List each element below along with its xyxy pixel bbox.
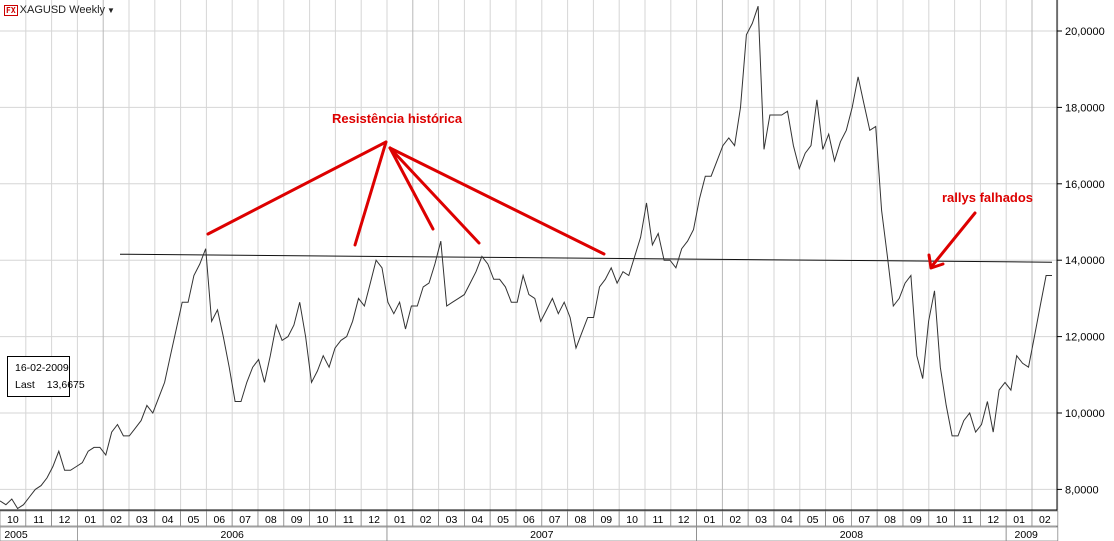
x-tick-label: 01 <box>84 514 96 526</box>
x-tick-label: 12 <box>368 514 380 526</box>
x-axis: 10 11 12 01 02 03 04 05 06 07 08 09 10 11 12 01 02 03 04 05… <box>0 510 1059 541</box>
series-layer <box>0 6 1052 510</box>
x-tick-label: 08 <box>265 514 277 526</box>
grid-layer <box>0 0 1059 510</box>
x-tick-label: 10 <box>317 514 329 526</box>
x-tick-label: 11 <box>343 514 354 526</box>
x-tick-label: 02 <box>729 514 741 526</box>
x-tick-label: 12 <box>59 514 71 526</box>
x-year-label: 2009 <box>1015 529 1039 541</box>
annotation-pointer-line <box>388 146 435 231</box>
annotation-pointer-line <box>206 140 388 236</box>
x-tick-label: 05 <box>807 514 819 526</box>
x-tick-label: 10 <box>626 514 638 526</box>
x-tick-label: 03 <box>755 514 767 526</box>
x-tick-label: 12 <box>987 514 999 526</box>
x-year-label: 2006 <box>221 529 245 541</box>
x-tick-label: 11 <box>652 514 663 526</box>
chart-title-bar[interactable]: FX XAGUSD Weekly ▼ <box>4 3 115 17</box>
x-tick-label: 04 <box>781 514 793 526</box>
fx-icon: FX <box>4 4 18 16</box>
x-tick-label: 02 <box>1039 514 1051 526</box>
x-tick-label: 09 <box>600 514 612 526</box>
x-tick-label: 07 <box>858 514 870 526</box>
y-tick-label: 8,0000 <box>1065 484 1099 496</box>
rallies-annotation-label: rallys falhados <box>942 190 1033 205</box>
x-tick-label: 03 <box>446 514 458 526</box>
x-tick-label: 12 <box>678 514 690 526</box>
info-last-row: Last 13,6675 <box>15 379 85 391</box>
x-tick-label: 02 <box>420 514 432 526</box>
info-last-label: Last <box>15 379 35 391</box>
y-tick-label: 10,0000 <box>1065 408 1105 420</box>
x-tick-label: 08 <box>575 514 587 526</box>
resistance-line <box>119 253 1053 263</box>
x-year-label: 2007 <box>530 529 554 541</box>
x-tick-label: 04 <box>162 514 174 526</box>
x-tick-label: 06 <box>833 514 845 526</box>
annotation-pointer-line <box>388 146 481 245</box>
x-tick-label: 01 <box>394 514 406 526</box>
x-tick-label: 11 <box>962 514 973 526</box>
x-tick-label: 04 <box>471 514 483 526</box>
annotation-pointer-line <box>353 140 388 247</box>
x-tick-label: 01 <box>1013 514 1025 526</box>
x-tick-label: 11 <box>33 514 44 526</box>
x-year-cell <box>1005 526 1059 541</box>
rally-arrow-shaft <box>930 211 977 268</box>
info-last-value: 13,6675 <box>46 379 85 391</box>
y-tick-label: 16,0000 <box>1065 179 1105 191</box>
x-tick-label: 05 <box>188 514 200 526</box>
x-tick-label: 02 <box>110 514 122 526</box>
y-tick-label: 14,0000 <box>1065 255 1105 267</box>
symbol-title: XAGUSD Weekly <box>19 4 106 16</box>
x-tick-cell <box>1031 510 1059 527</box>
chevron-down-icon[interactable]: ▼ <box>107 5 115 15</box>
info-date: 16-02-2009 <box>15 362 69 374</box>
resistance-annotation-label: Resistência histórica <box>332 111 463 126</box>
x-tick-label: 07 <box>549 514 561 526</box>
annotation-layer: Resistência histórica rallys falhados <box>206 111 1033 270</box>
annotation-pointer-line <box>388 146 606 256</box>
x-tick-label: 06 <box>523 514 535 526</box>
x-tick-label: 03 <box>136 514 148 526</box>
chart-frame <box>0 0 1058 541</box>
rally-arrow-head <box>927 253 945 270</box>
y-tick-label: 18,0000 <box>1065 102 1105 114</box>
y-tick-label: 20,0000 <box>1065 26 1105 38</box>
x-tick-label: 01 <box>704 514 716 526</box>
x-tick-label: 09 <box>291 514 303 526</box>
price-line <box>0 6 1052 510</box>
x-tick-label: 09 <box>910 514 922 526</box>
y-tick-label: 12,0000 <box>1065 332 1105 344</box>
x-tick-label: 06 <box>213 514 225 526</box>
x-year-label: 2005 <box>4 529 28 541</box>
y-axis: 8,0000 10,0000 12,0000 14,0000 16,0000 18,000… <box>1057 26 1105 496</box>
x-tick-label: 10 <box>936 514 948 526</box>
x-tick-label: 07 <box>239 514 251 526</box>
x-year-label: 2008 <box>840 529 864 541</box>
x-tick-label: 05 <box>497 514 509 526</box>
last-value-box: 16-02-2009 Last 13,6675 <box>7 356 85 397</box>
resistance-line-group <box>119 253 1053 263</box>
x-tick-label: 10 <box>7 514 19 526</box>
x-tick-label: 08 <box>884 514 896 526</box>
